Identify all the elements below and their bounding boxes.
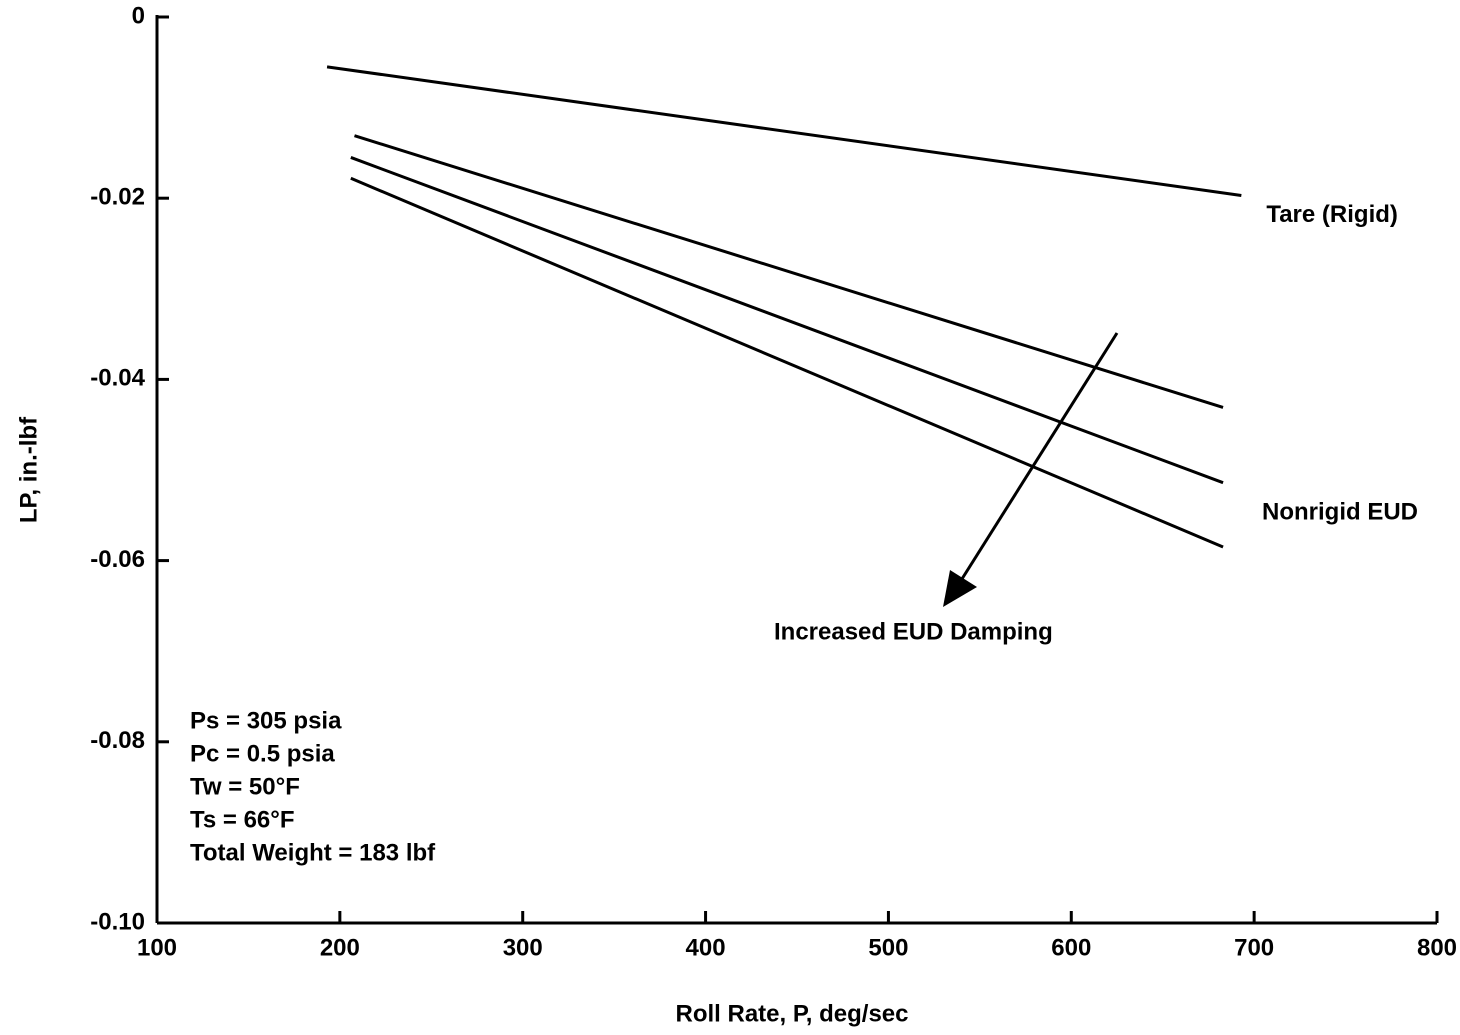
series-label: Tare (Rigid): [1266, 201, 1398, 228]
condition-text: Pc = 0.5 psia: [190, 740, 335, 767]
series-line: [350, 156, 1224, 485]
y-tick-label: -0.10: [90, 908, 145, 935]
x-tick-label: 100: [137, 934, 177, 961]
series-line: [354, 134, 1224, 409]
arrow-head: [943, 570, 977, 607]
y-axis-label: LP, in.-lbf: [15, 416, 42, 523]
x-tick-label: 700: [1234, 934, 1274, 961]
y-tick-label: -0.02: [90, 184, 145, 211]
x-tick-label: 300: [503, 934, 543, 961]
condition-text: Tw = 50°F: [190, 773, 300, 800]
condition-text: Ps = 305 psia: [190, 707, 342, 734]
x-tick-label: 400: [686, 934, 726, 961]
condition-text: Total Weight = 183 lbf: [190, 839, 436, 866]
x-axis-label: Roll Rate, P, deg/sec: [676, 1000, 909, 1027]
x-tick-label: 800: [1417, 934, 1457, 961]
arrow-shaft: [953, 332, 1119, 591]
y-tick-label: 0: [132, 2, 145, 29]
series-line: [350, 176, 1224, 549]
condition-text: Ts = 66°F: [190, 806, 295, 833]
y-tick-label: -0.04: [90, 365, 145, 392]
y-tick-label: -0.08: [90, 727, 145, 754]
series-line: [326, 65, 1242, 197]
annotation: Nonrigid EUD: [1262, 498, 1418, 525]
x-tick-label: 500: [868, 934, 908, 961]
x-tick-label: 600: [1051, 934, 1091, 961]
annotation: Increased EUD Damping: [774, 618, 1053, 645]
y-tick-label: -0.06: [90, 546, 145, 573]
x-tick-label: 200: [320, 934, 360, 961]
